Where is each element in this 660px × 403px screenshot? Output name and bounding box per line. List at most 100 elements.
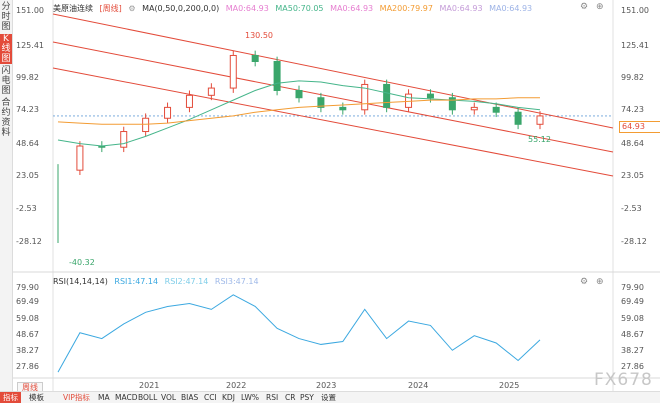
channel-upper-line xyxy=(52,13,614,129)
candle-body xyxy=(185,94,193,108)
tab-boll[interactable]: BOLL xyxy=(138,393,158,402)
tab-psy[interactable]: PSY xyxy=(300,393,314,402)
rsi-line xyxy=(57,294,541,373)
price-tick-right: -28.12 xyxy=(621,237,647,246)
last-price-tag: 64.93 xyxy=(619,121,660,133)
tab-cr[interactable]: CR xyxy=(285,393,296,402)
candle-body xyxy=(120,131,128,148)
tab-cci[interactable]: CCI xyxy=(204,393,217,402)
tab-template[interactable]: 模板 xyxy=(29,393,44,402)
gear-icon[interactable]: ⚙ xyxy=(580,2,589,12)
price-tick: 125.41 xyxy=(16,41,44,50)
candle-body xyxy=(142,117,150,133)
ma-settings-label: MA(0,50,0,200,0,0) xyxy=(142,4,220,13)
rsi-tick-right: 69.49 xyxy=(621,297,644,306)
x-axis-label: 2023 xyxy=(316,381,337,390)
candle-body xyxy=(514,111,522,125)
tab-ma[interactable]: MA xyxy=(98,393,110,402)
candle-body xyxy=(317,97,325,108)
candle-body xyxy=(492,106,500,113)
ma-legend: 美原油连续 [周线] ⚙ MA(0,50,0,200,0,0) MA0:64.9… xyxy=(53,3,536,14)
ma-value-1: MA0:64.93 xyxy=(225,4,269,13)
channel-lower-line xyxy=(52,67,614,177)
rsi2-value: RSI2:47.14 xyxy=(164,277,209,286)
price-tick: -2.53 xyxy=(16,204,37,213)
candle-body xyxy=(164,106,172,119)
price-tick: 23.05 xyxy=(16,171,39,180)
instrument-name: 美原油连续 xyxy=(53,4,93,13)
tab-timeshare[interactable]: 分时图 xyxy=(1,2,11,32)
price-tick: 99.82 xyxy=(16,73,39,82)
rsi-tick-right: 48.67 xyxy=(621,330,644,339)
ma-value-50: MA50:70.05 xyxy=(275,4,324,13)
tab-lw[interactable]: LW% xyxy=(241,393,260,402)
rsi-tick: 38.27 xyxy=(16,346,39,355)
add-icon[interactable]: ⊕ xyxy=(596,2,604,12)
candle-body xyxy=(470,106,478,111)
rsi-tick-right: 59.08 xyxy=(621,314,644,323)
tab-rsi[interactable]: RSI xyxy=(266,393,279,402)
tab-vol[interactable]: VOL xyxy=(161,393,177,402)
x-axis-label: 2021 xyxy=(139,381,160,390)
price-tick-right: -2.53 xyxy=(621,204,642,213)
price-chart-svg[interactable] xyxy=(13,0,660,403)
rsi-tick: 79.90 xyxy=(16,283,39,292)
price-tick: 48.64 xyxy=(16,139,39,148)
low-annotation: -40.32 xyxy=(69,258,95,267)
rsi-tick: 27.86 xyxy=(16,362,39,371)
tab-settings[interactable]: 设置 xyxy=(321,393,336,402)
x-axis-label: 2024 xyxy=(408,381,429,390)
rsi-tick-right: 79.90 xyxy=(621,283,644,292)
recent-low-annotation: 55.12 xyxy=(528,135,551,144)
candle-body xyxy=(295,89,303,99)
ma-value-3: MA0:64.93 xyxy=(330,4,374,13)
settings-icon[interactable]: ⚙ xyxy=(128,4,136,13)
candle-body xyxy=(76,145,84,171)
x-axis-label: 2022 xyxy=(226,381,247,390)
candle-body xyxy=(273,61,281,91)
price-tick-right: 125.41 xyxy=(621,41,649,50)
watermark: FX678 xyxy=(594,370,653,390)
ma-value-6: MA0:64.93 xyxy=(489,4,533,13)
series-line-ma200 xyxy=(57,97,541,125)
tab-indicators[interactable]: 指标 xyxy=(0,392,21,403)
rsi-tick: 59.08 xyxy=(16,314,39,323)
candle-body xyxy=(448,97,456,111)
rsi-tick: 48.67 xyxy=(16,330,39,339)
price-tick-right: 99.82 xyxy=(621,73,644,82)
tab-kdj[interactable]: KDJ xyxy=(222,393,235,402)
tab-kline[interactable]: K线图 xyxy=(0,34,12,64)
price-tick-right: 48.64 xyxy=(621,139,644,148)
tab-macd[interactable]: MACD xyxy=(115,393,138,402)
candle-body xyxy=(207,87,215,96)
tab-lightning[interactable]: 闪电图 xyxy=(1,66,11,96)
tab-contract-info[interactable]: 合约资料 xyxy=(1,98,11,138)
ma-value-5: MA0:64.93 xyxy=(439,4,483,13)
price-tick-right: 23.05 xyxy=(621,171,644,180)
rsi-tick: 69.49 xyxy=(16,297,39,306)
left-sidebar: 分时图 K线图 闪电图 合约资料 xyxy=(0,0,13,403)
rsi-tick-right: 38.27 xyxy=(621,346,644,355)
ma-value-200: MA200:79.97 xyxy=(379,4,433,13)
rsi-settings-label: RSI(14,14,14) xyxy=(53,277,108,286)
tab-vip[interactable]: VIP指标 xyxy=(63,393,90,402)
rsi-legend: RSI(14,14,14) RSI1:47.14 RSI2:47.14 RSI3… xyxy=(53,277,263,286)
rsi-tick-right: 27.86 xyxy=(621,362,644,371)
candle-body xyxy=(426,93,434,99)
rsi-add-icon[interactable]: ⊕ xyxy=(596,277,604,287)
rsi1-value: RSI1:47.14 xyxy=(114,277,159,286)
channel-mid-line xyxy=(52,41,614,153)
price-tick-right: 74.23 xyxy=(621,105,644,114)
price-tick: -28.12 xyxy=(16,237,42,246)
candle-body xyxy=(339,106,347,111)
candle-body xyxy=(251,54,259,63)
high-annotation: 130.50 xyxy=(245,31,273,40)
period-label[interactable]: [周线] xyxy=(99,4,122,13)
candle-body xyxy=(361,83,369,111)
rsi-gear-icon[interactable]: ⚙ xyxy=(580,277,589,287)
tab-bias[interactable]: BIAS xyxy=(181,393,199,402)
series-line-ma50 xyxy=(57,80,541,147)
rsi3-value: RSI3:47.14 xyxy=(214,277,259,286)
chart-area: 美原油连续 [周线] ⚙ MA(0,50,0,200,0,0) MA0:64.9… xyxy=(13,0,660,403)
x-axis-label: 2025 xyxy=(499,381,520,390)
